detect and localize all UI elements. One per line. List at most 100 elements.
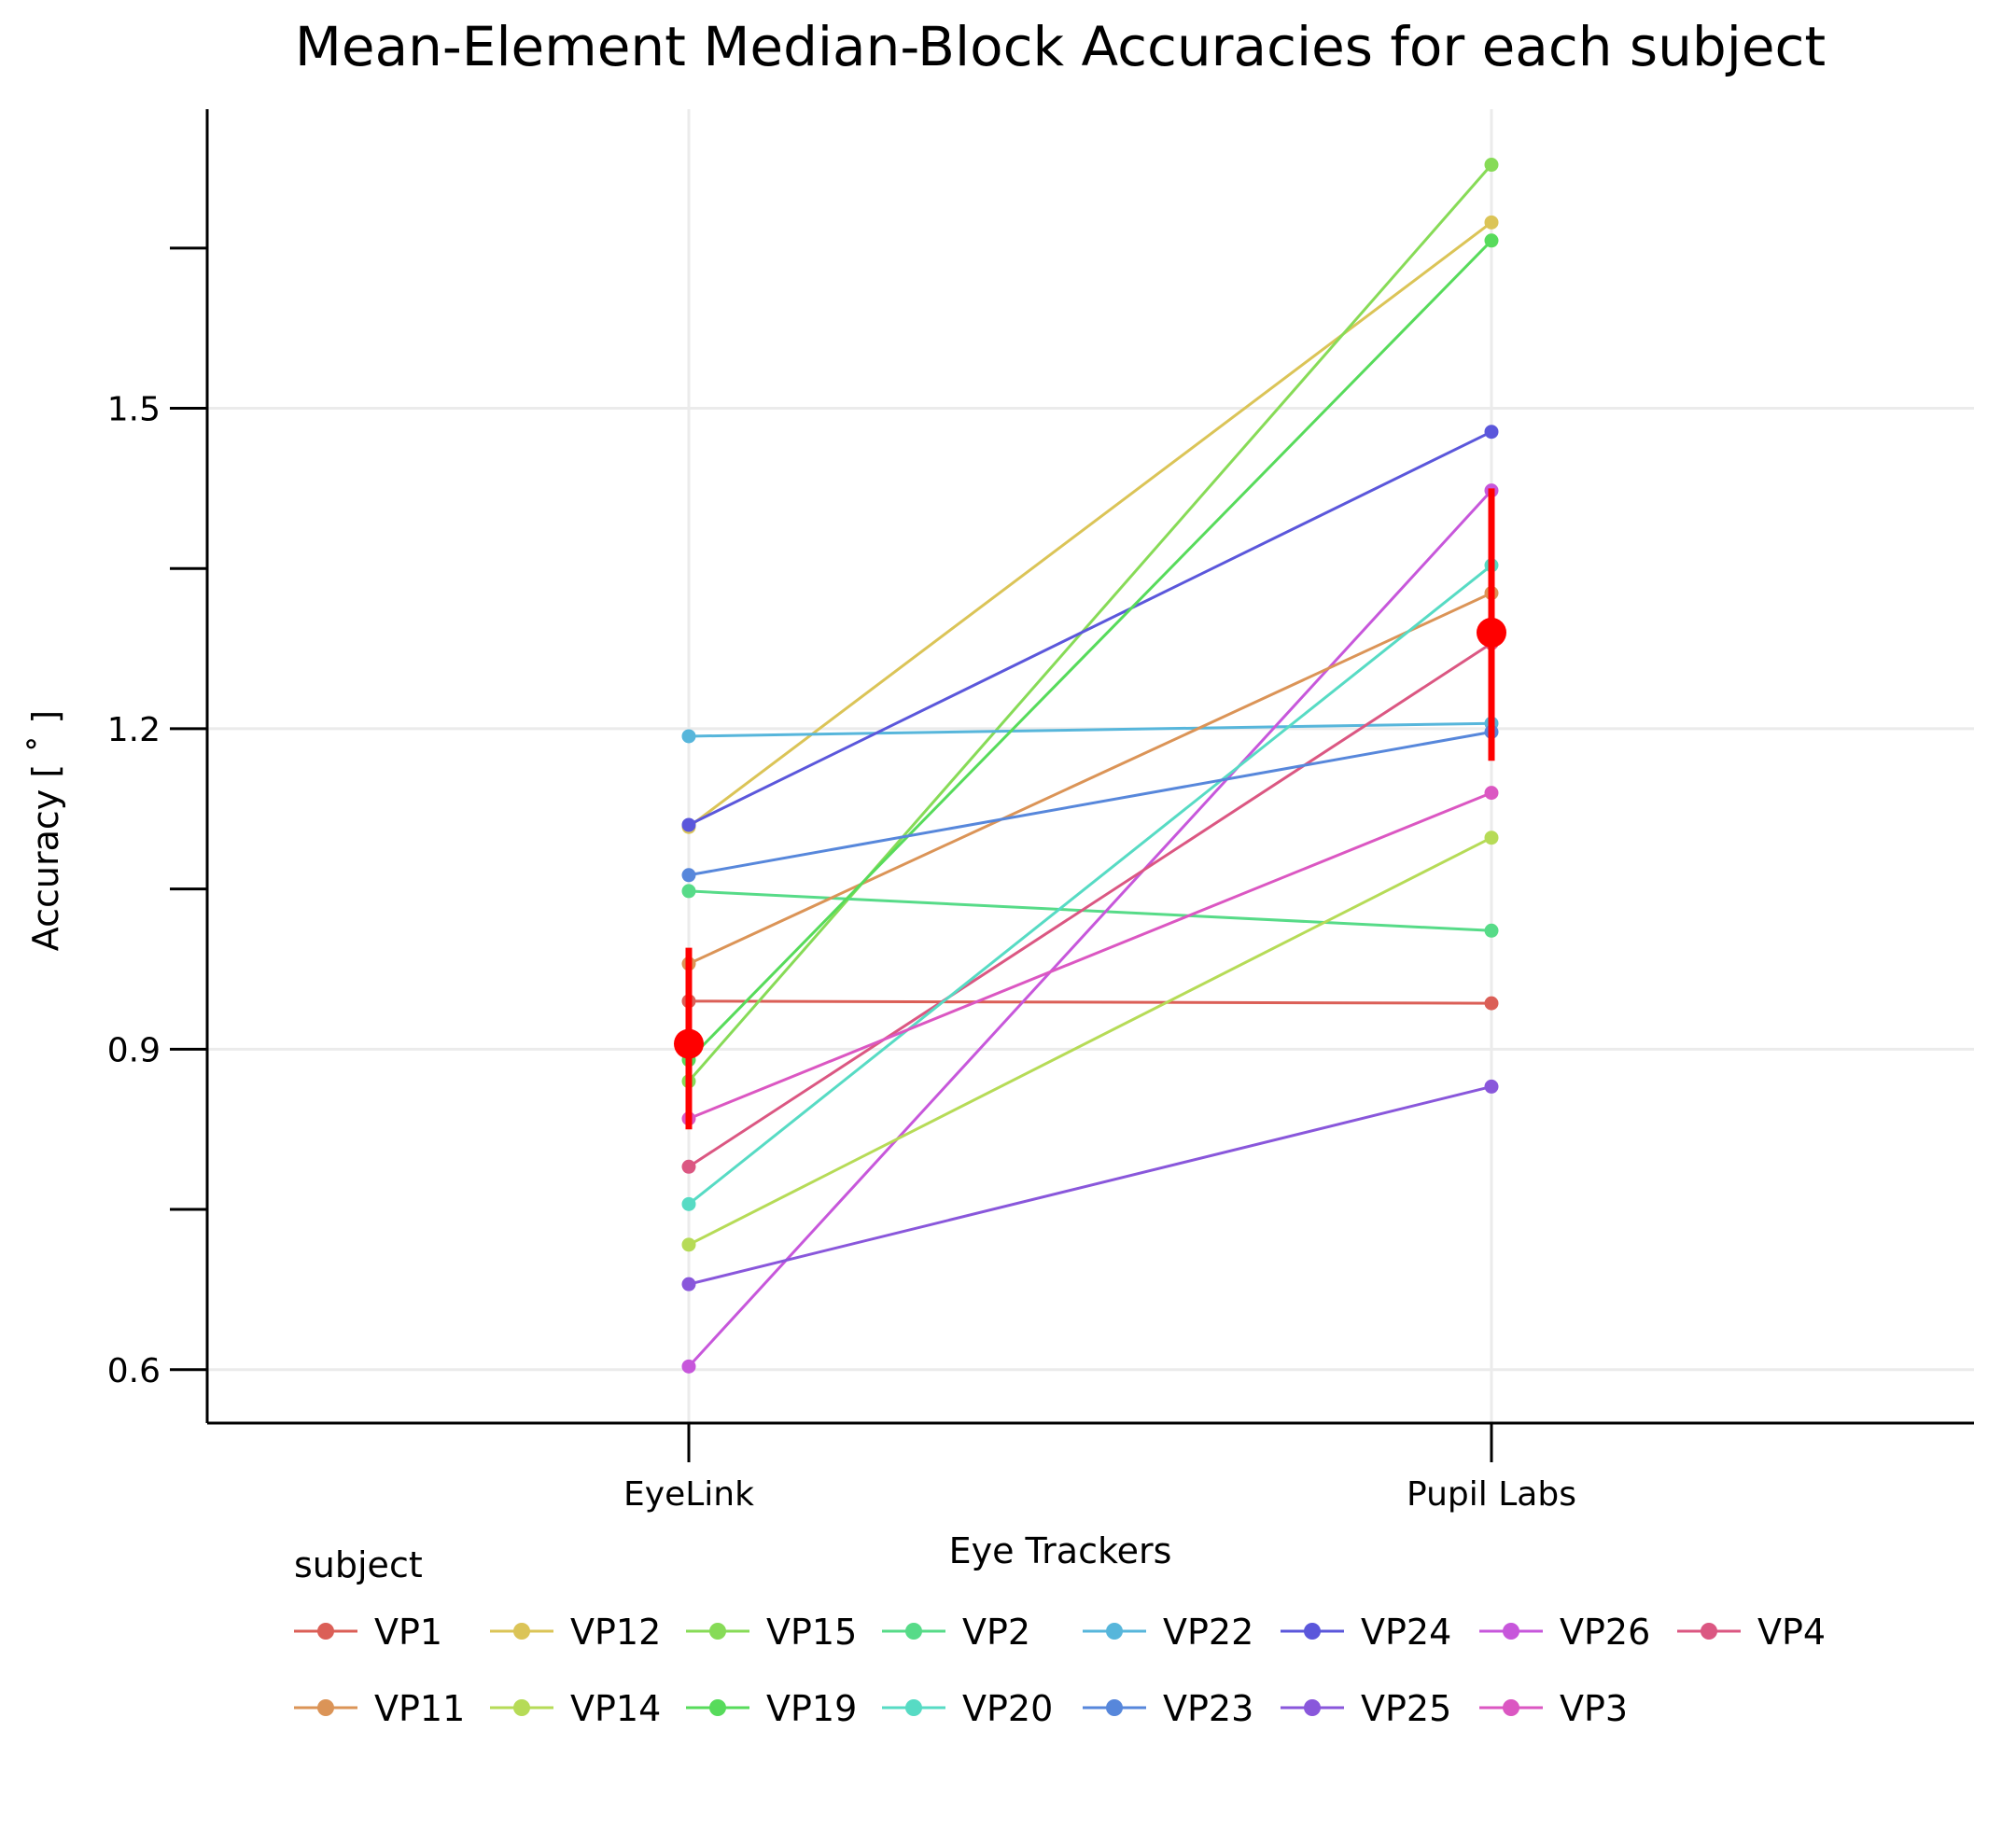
series-line — [688, 836, 1492, 1247]
legend-label: VP4 — [1757, 1612, 1826, 1653]
legend-item-vp1: VP1 — [294, 1612, 442, 1653]
legend-swatch-marker — [1304, 1699, 1321, 1716]
legend-label: VP1 — [374, 1612, 442, 1653]
data-point — [1484, 215, 1499, 230]
y-tick-label: 0.9 — [107, 1031, 161, 1069]
data-point — [1484, 158, 1499, 173]
x-tick-label: Pupil Labs — [1407, 1475, 1576, 1514]
legend-label: VP2 — [962, 1612, 1030, 1653]
series-line — [688, 642, 1492, 1168]
legend-item-vp23: VP23 — [1083, 1688, 1253, 1729]
series-line — [688, 721, 1492, 738]
series-line — [688, 791, 1492, 1121]
y-tick-label: 0.6 — [107, 1352, 161, 1390]
series-vp15 — [681, 158, 1499, 1089]
legend-swatch-marker — [1304, 1623, 1321, 1640]
x-axis-title: Eye Trackers — [949, 1530, 1172, 1571]
series-line — [688, 564, 1492, 1206]
series-vp12 — [681, 215, 1499, 834]
series-vp4 — [681, 635, 1499, 1174]
legend-label: VP12 — [570, 1612, 661, 1653]
data-point — [681, 1277, 696, 1291]
series-line — [688, 1084, 1492, 1286]
series-vp24 — [681, 425, 1499, 832]
series-layer — [681, 158, 1499, 1374]
series-line — [687, 163, 1493, 1082]
series-vp11 — [681, 586, 1499, 971]
y-tick-label: 1.5 — [107, 391, 161, 429]
legend-item-vp19: VP19 — [686, 1688, 857, 1729]
series-vp25 — [681, 1079, 1499, 1291]
legend-swatch-marker — [905, 1623, 922, 1640]
y-axis-title: Accuracy [ ˚ ] — [25, 710, 66, 951]
data-point — [681, 729, 696, 744]
legend-swatch-marker — [513, 1623, 530, 1640]
data-point — [1484, 786, 1499, 801]
legend-swatch-marker — [513, 1699, 530, 1716]
legend-title: subject — [294, 1544, 423, 1585]
x-tick-label: EyeLink — [623, 1475, 754, 1514]
legend-label: VP26 — [1560, 1612, 1650, 1653]
series-vp23 — [681, 724, 1499, 883]
legend-label: VP14 — [570, 1688, 661, 1729]
series-vp19 — [681, 233, 1499, 1068]
grid — [207, 109, 1974, 1423]
series-line — [687, 239, 1493, 1061]
data-point — [1484, 425, 1499, 440]
legend-swatch-marker — [317, 1623, 334, 1640]
series-vp3 — [681, 786, 1499, 1126]
legend-label: VP22 — [1163, 1612, 1253, 1653]
legend: VP1 VP12 VP15 VP2 VP22 VP24 VP26 VP4 VP11 VP14 VP1… — [294, 1612, 1826, 1729]
data-point — [681, 884, 696, 899]
mean-layer — [674, 488, 1506, 1130]
data-point — [681, 1237, 696, 1252]
legend-swatch-marker — [1503, 1623, 1519, 1640]
series-line — [688, 889, 1492, 932]
legend-swatch-marker — [1701, 1623, 1717, 1640]
legend-label: VP3 — [1560, 1688, 1628, 1729]
legend-item-vp4: VP4 — [1677, 1612, 1826, 1653]
data-point — [681, 868, 696, 883]
legend-swatch-marker — [709, 1623, 726, 1640]
series-line — [687, 489, 1493, 1368]
legend-swatch-marker — [317, 1699, 334, 1716]
legend-item-vp2: VP2 — [882, 1612, 1030, 1653]
data-point — [1484, 233, 1499, 248]
series-vp20 — [681, 558, 1499, 1211]
chart-title: Mean-Element Median-Block Accuracies for… — [295, 15, 1826, 78]
data-point — [1484, 996, 1499, 1011]
series-vp26 — [681, 483, 1499, 1374]
mean-point — [674, 1028, 704, 1059]
data-point — [681, 817, 696, 832]
legend-item-vp20: VP20 — [882, 1688, 1053, 1729]
legend-swatch-marker — [905, 1699, 922, 1716]
series-line — [688, 999, 1492, 1005]
mean-point — [1477, 617, 1506, 648]
data-point — [1484, 1079, 1499, 1094]
legend-item-vp3: VP3 — [1479, 1688, 1628, 1729]
legend-swatch-marker — [1106, 1699, 1123, 1716]
legend-swatch-marker — [1503, 1699, 1519, 1716]
legend-label: VP25 — [1361, 1688, 1451, 1729]
legend-item-vp14: VP14 — [490, 1688, 661, 1729]
legend-item-vp24: VP24 — [1281, 1612, 1451, 1653]
y-tick-label: 1.2 — [107, 711, 161, 749]
data-point — [1484, 923, 1499, 938]
legend-item-vp26: VP26 — [1479, 1612, 1650, 1653]
legend-item-vp22: VP22 — [1083, 1612, 1253, 1653]
legend-swatch-marker — [1106, 1623, 1123, 1640]
legend-label: VP20 — [962, 1688, 1053, 1729]
axes: 0.6 0.9 1.2 1.5 EyeLink Pupil Labs — [107, 109, 1974, 1514]
legend-label: VP11 — [374, 1688, 465, 1729]
series-vp2 — [681, 884, 1499, 938]
series-line — [688, 730, 1492, 877]
legend-swatch-marker — [709, 1699, 726, 1716]
data-point — [681, 1359, 696, 1374]
series-line — [688, 221, 1492, 829]
legend-label: VP19 — [766, 1688, 857, 1729]
legend-label: VP23 — [1163, 1688, 1253, 1729]
data-point — [1484, 831, 1499, 845]
series-vp1 — [681, 994, 1499, 1011]
legend-item-vp25: VP25 — [1281, 1688, 1451, 1729]
